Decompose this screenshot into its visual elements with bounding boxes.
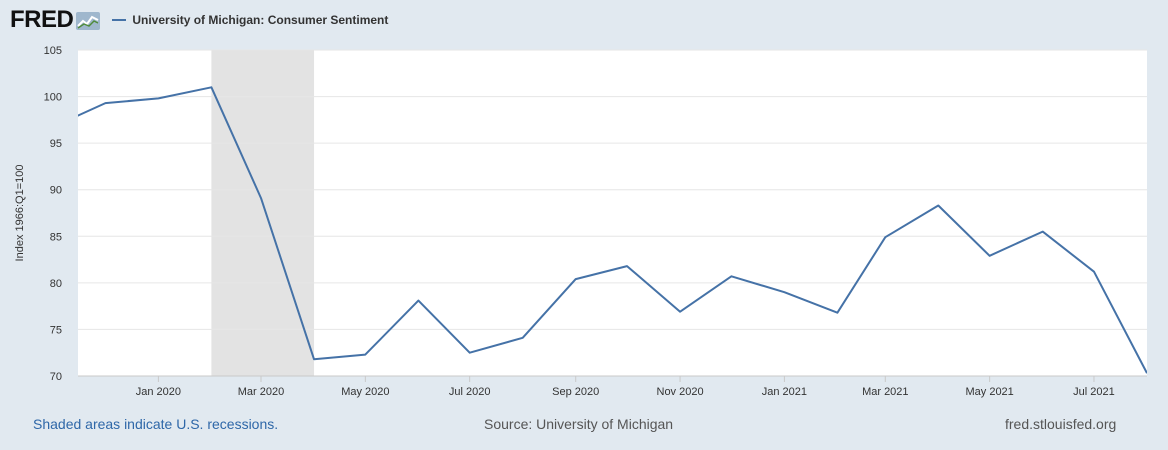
series-group: [54, 86, 1147, 374]
site-link[interactable]: fred.stlouisfed.org: [1005, 416, 1117, 432]
x-axis-ticks: Jan 2020 Mar 2020 May 2020 Jul 2020 Sep 2020…: [136, 376, 1115, 398]
recession-note[interactable]: Shaded areas indicate U.S. recessions.: [33, 416, 279, 432]
x-tick-label: Mar 2020: [238, 386, 284, 398]
recession-band-0: [211, 50, 315, 376]
recession-shading-group: [211, 50, 315, 376]
fred-logo[interactable]: FRED: [10, 6, 74, 33]
y-tick-label-80: 80: [50, 278, 62, 290]
series-line-0[interactable]: [54, 86, 1147, 374]
legend: University of Michigan: Consumer Sentime…: [112, 13, 388, 27]
x-tick-label: Sep 2020: [552, 386, 599, 398]
line-chart: 70 75 80 85 90 95 100 105 Jan 2020 Mar 2020 May 2…: [14, 45, 1147, 398]
x-tick-label: Jul 2020: [449, 386, 491, 398]
y-tick-label-95: 95: [50, 138, 62, 150]
y-axis-ticks: 70 75 80 85 90 95 100 105: [44, 45, 62, 383]
x-tick-label: Jan 2020: [136, 386, 181, 398]
y-tick-label-70: 70: [50, 371, 62, 383]
x-tick-label: Jul 2021: [1073, 386, 1115, 398]
fred-logo-graph-icon: [76, 12, 101, 30]
chart-header: FRED University of Michigan: Consumer Se…: [10, 6, 388, 34]
x-tick-label: May 2021: [965, 386, 1013, 398]
x-tick-label: Mar 2021: [862, 386, 908, 398]
y-axis-label: Index 1966:Q1=100: [14, 165, 26, 262]
y-tick-label-100: 100: [44, 92, 62, 104]
y-tick-label-85: 85: [50, 231, 62, 243]
y-tick-label-90: 90: [50, 185, 62, 197]
y-tick-label-75: 75: [50, 324, 62, 336]
x-tick-label: May 2020: [341, 386, 389, 398]
legend-swatch: [112, 19, 127, 21]
x-tick-label: Jan 2021: [762, 386, 807, 398]
legend-series-label: University of Michigan: Consumer Sentime…: [132, 13, 389, 27]
source-note[interactable]: Source: University of Michigan: [484, 416, 674, 432]
x-tick-label: Nov 2020: [657, 386, 704, 398]
y-tick-label-105: 105: [44, 45, 62, 57]
